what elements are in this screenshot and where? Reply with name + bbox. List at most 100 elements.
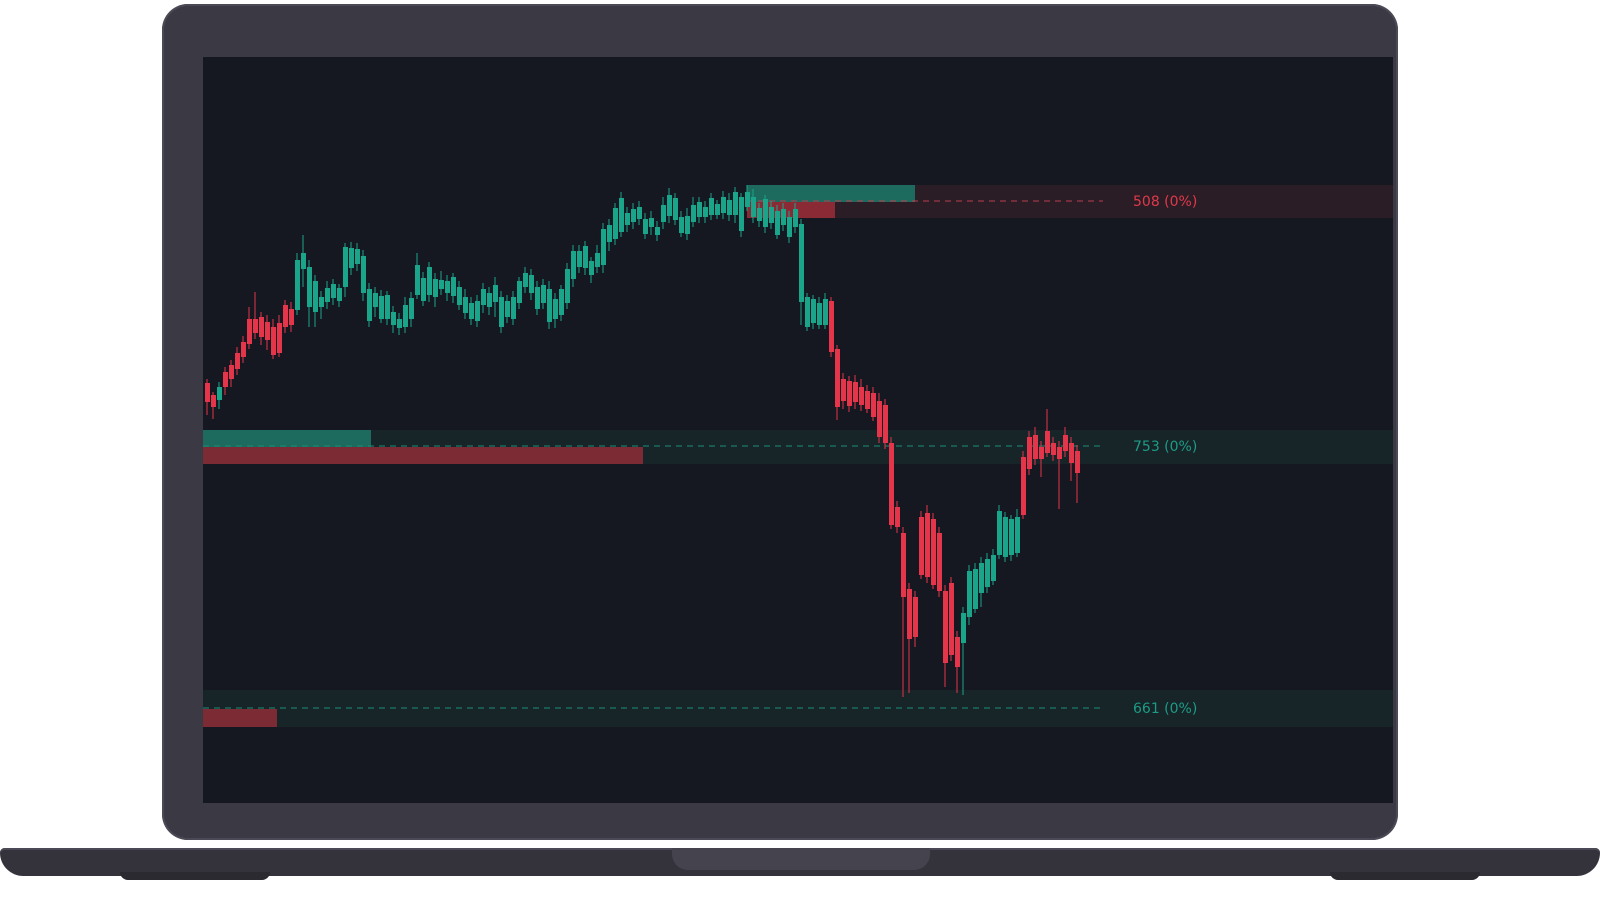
candle-body xyxy=(793,209,798,227)
candle-body xyxy=(535,287,540,309)
candle-body xyxy=(1021,457,1026,515)
candle-body xyxy=(373,293,378,307)
candle-body xyxy=(529,275,534,293)
candle-body xyxy=(979,563,984,593)
candle-body xyxy=(553,299,558,319)
candle-body xyxy=(709,198,714,215)
candle-body xyxy=(559,289,564,315)
candle-body xyxy=(739,197,744,231)
candle-body xyxy=(973,569,978,609)
candle-body xyxy=(613,208,618,239)
candle-body xyxy=(619,198,624,232)
zone-bar-bear-661 xyxy=(203,709,277,727)
candle-body xyxy=(949,583,954,655)
candlestick-chart: 508 (0%) 753 (0%) 661 (0%) xyxy=(203,185,1393,727)
candle-body xyxy=(223,372,228,387)
candle-body xyxy=(883,405,888,443)
candle-body xyxy=(391,312,396,325)
candle-body xyxy=(955,637,960,667)
candle-body xyxy=(1063,435,1068,451)
candle-body xyxy=(763,199,768,227)
candle-body xyxy=(205,383,210,402)
candle-body xyxy=(745,192,750,207)
candle-body xyxy=(367,289,372,321)
candle-body xyxy=(919,517,924,575)
candle-body xyxy=(295,260,300,310)
candle-body xyxy=(667,195,672,216)
candle-body xyxy=(259,317,264,337)
candle-body xyxy=(649,218,654,227)
candle-body xyxy=(241,342,246,357)
candle-body xyxy=(625,213,630,225)
candle-body xyxy=(211,395,216,407)
candle-body xyxy=(505,301,510,317)
candle-body xyxy=(427,267,432,295)
laptop-trackpad-notch xyxy=(672,848,930,870)
candle-body xyxy=(409,298,414,319)
candle-body xyxy=(217,387,222,400)
candle-body xyxy=(433,279,438,297)
candle-body xyxy=(895,507,900,527)
candle-body xyxy=(475,301,480,321)
candle-body xyxy=(493,285,498,302)
candle-body xyxy=(985,559,990,587)
candle-body xyxy=(331,284,336,298)
candle-body xyxy=(937,533,942,591)
candle-body xyxy=(637,207,642,219)
candle-body xyxy=(523,273,528,287)
candle-body xyxy=(541,285,546,303)
candle-body xyxy=(343,247,348,287)
laptop-foot-left xyxy=(120,872,270,880)
candle-body xyxy=(439,280,444,289)
candle-body xyxy=(901,533,906,597)
candle-body xyxy=(1057,447,1062,459)
level-label-753: 753 (0%) xyxy=(1133,439,1197,455)
zone-bar-bear-753 xyxy=(203,447,643,464)
candle-body xyxy=(235,353,240,369)
candle-body xyxy=(721,197,726,213)
candle-body xyxy=(349,248,354,268)
candle-body xyxy=(487,293,492,307)
level-label-661: 661 (0%) xyxy=(1133,701,1197,717)
candle-body xyxy=(1003,517,1008,557)
candle-body xyxy=(913,597,918,637)
candle-body xyxy=(841,379,846,401)
candle-body xyxy=(655,227,660,235)
candle-body xyxy=(283,305,288,327)
candle-body xyxy=(997,511,1002,555)
candle-body xyxy=(355,249,360,264)
candle-body xyxy=(859,387,864,405)
candle-body xyxy=(853,382,858,402)
candle-body xyxy=(703,207,708,217)
candle-body xyxy=(517,281,522,303)
candle-body xyxy=(967,571,972,617)
candle-body xyxy=(577,251,582,267)
candle-body xyxy=(589,261,594,275)
candle-body xyxy=(445,281,450,293)
candle-body xyxy=(463,297,468,313)
candle-body xyxy=(715,204,720,215)
candle-body xyxy=(787,217,792,237)
candle-body xyxy=(811,299,816,323)
candle-body xyxy=(229,365,234,379)
candle-body xyxy=(631,209,636,222)
candle-body xyxy=(481,289,486,305)
candle-body xyxy=(601,229,606,265)
candle-body xyxy=(289,309,294,325)
candle-body xyxy=(247,319,252,344)
candle-body xyxy=(1039,447,1044,459)
candle-body xyxy=(775,211,780,235)
candle-body xyxy=(403,305,408,327)
candle-body xyxy=(889,443,894,525)
candle-body xyxy=(1051,443,1056,455)
candle-body xyxy=(679,217,684,233)
candle-body xyxy=(265,322,270,340)
candle-body xyxy=(769,207,774,223)
candle-body xyxy=(805,297,810,327)
level-label-508: 508 (0%) xyxy=(1133,194,1197,210)
candle-body xyxy=(931,519,936,585)
candle-body xyxy=(661,205,666,222)
candle-body xyxy=(415,265,420,295)
candle-body xyxy=(847,381,852,406)
candle-body xyxy=(319,297,324,307)
